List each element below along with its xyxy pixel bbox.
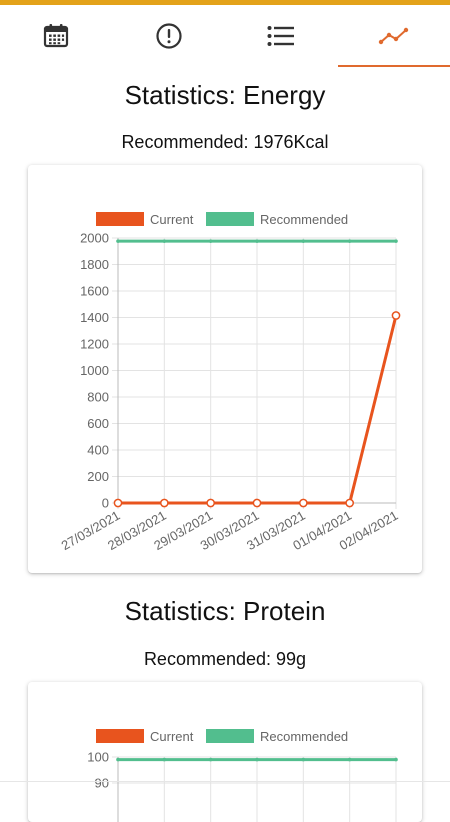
- y-tick-label: 2000: [80, 231, 109, 246]
- data-point-recommended: [116, 239, 120, 243]
- data-point-recommended: [209, 239, 213, 243]
- legend-label-recommended: Recommended: [260, 729, 348, 744]
- y-tick-label: 100: [87, 750, 109, 765]
- data-point-current: [346, 499, 353, 506]
- legend-label-recommended: Recommended: [260, 212, 348, 227]
- data-point-recommended: [394, 758, 398, 762]
- protein-recommended: Recommended: 99g: [0, 649, 450, 670]
- data-point-current: [300, 499, 307, 506]
- y-tick-label: 1200: [80, 337, 109, 352]
- data-point-recommended: [394, 239, 398, 243]
- energy-title: Statistics: Energy: [0, 80, 450, 111]
- data-point-recommended: [302, 758, 306, 762]
- y-tick-label: 600: [87, 416, 109, 431]
- data-point-recommended: [348, 239, 352, 243]
- data-point-recommended: [255, 239, 259, 243]
- y-tick-label: 400: [87, 443, 109, 458]
- data-point-recommended: [255, 758, 259, 762]
- list-icon: [267, 25, 295, 47]
- tab-calendar[interactable]: [0, 5, 113, 67]
- data-point-current: [207, 499, 214, 506]
- y-tick-label: 200: [87, 469, 109, 484]
- y-tick-label: 1800: [80, 257, 109, 272]
- data-point-recommended: [302, 239, 306, 243]
- legend-label-current: Current: [150, 729, 194, 744]
- y-tick-label: 90: [95, 776, 109, 791]
- legend-swatch-current: [96, 212, 144, 226]
- calendar-icon: [43, 23, 69, 49]
- y-tick-label: 1400: [80, 310, 109, 325]
- trend-line-icon: [378, 26, 410, 46]
- legend-swatch-current: [96, 729, 144, 743]
- alert-circle-icon: [155, 22, 183, 50]
- y-tick-label: 1000: [80, 363, 109, 378]
- data-point-recommended: [116, 758, 120, 762]
- data-point-current: [392, 312, 399, 319]
- data-point-recommended: [163, 239, 167, 243]
- bottom-divider: [0, 781, 450, 782]
- data-point-current: [253, 499, 260, 506]
- tab-alerts[interactable]: [113, 5, 226, 67]
- tab-list[interactable]: [225, 5, 338, 67]
- legend-label-current: Current: [150, 212, 194, 227]
- tab-statistics[interactable]: [338, 5, 450, 67]
- data-point-current: [161, 499, 168, 506]
- data-point-recommended: [348, 758, 352, 762]
- legend-swatch-recommended: [206, 212, 254, 226]
- energy-recommended: Recommended: 1976Kcal: [0, 132, 450, 153]
- top-navigation: [0, 5, 450, 67]
- protein-chart: Current Recommended 100 90: [28, 682, 422, 822]
- protein-title: Statistics: Protein: [0, 596, 450, 627]
- legend-swatch-recommended: [206, 729, 254, 743]
- data-point-recommended: [209, 758, 213, 762]
- data-point-current: [114, 499, 121, 506]
- protein-chart-card: Current Recommended 100 90: [28, 682, 422, 822]
- data-point-recommended: [163, 758, 167, 762]
- y-tick-label: 0: [102, 496, 109, 511]
- y-tick-label: 800: [87, 390, 109, 405]
- y-tick-label: 1600: [80, 284, 109, 299]
